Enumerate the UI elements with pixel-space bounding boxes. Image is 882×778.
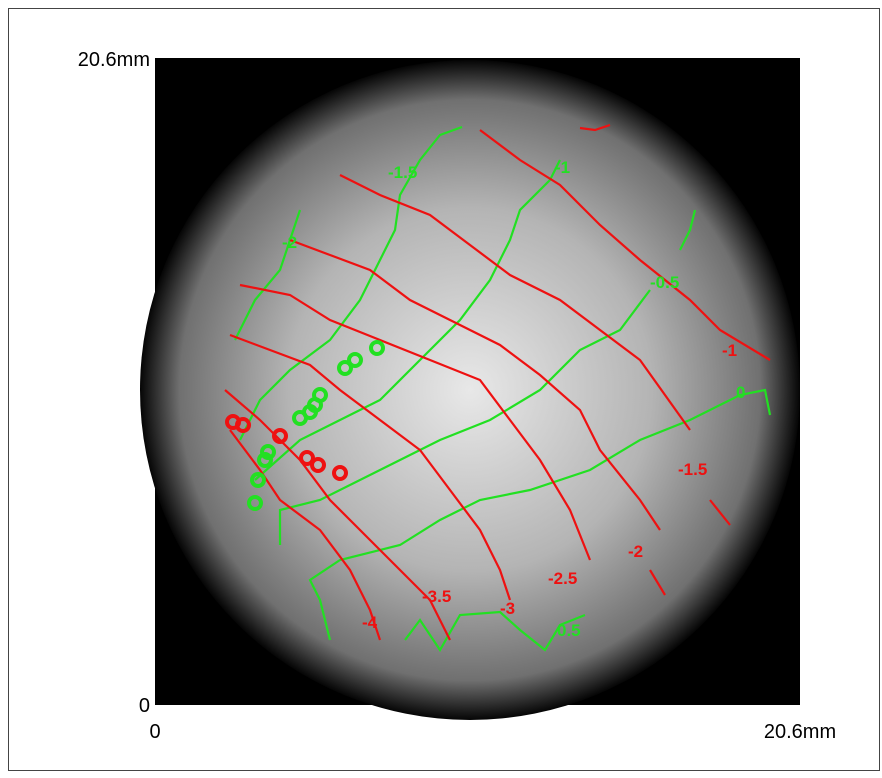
axis-label: 20.6mm: [764, 721, 836, 743]
contour-label: -1.5: [388, 163, 417, 182]
axis-label: 20.6mm: [78, 49, 150, 71]
image-disk: [140, 60, 800, 720]
contour-label: -2.5: [548, 569, 577, 588]
contour-label: -3.5: [422, 587, 451, 606]
axis-label: 0: [139, 695, 150, 717]
contour-label: 0: [736, 383, 745, 402]
contour-label: -1: [555, 158, 570, 177]
contour-label: -3: [500, 599, 515, 618]
contour-label: -2: [282, 233, 297, 252]
contour-label: 0.5: [557, 621, 581, 640]
figure: -2 -1.5 -1 -0.5 0 0.5 -1 -1.5 -2 -2.5 -3…: [0, 0, 882, 773]
contour-label: -2: [628, 542, 643, 561]
contour-label: -1.5: [678, 460, 707, 479]
axis-label: 0: [149, 721, 160, 743]
contour-label: -4: [362, 613, 378, 632]
contour-label: -0.5: [650, 273, 679, 292]
contour-label: -1: [722, 341, 737, 360]
